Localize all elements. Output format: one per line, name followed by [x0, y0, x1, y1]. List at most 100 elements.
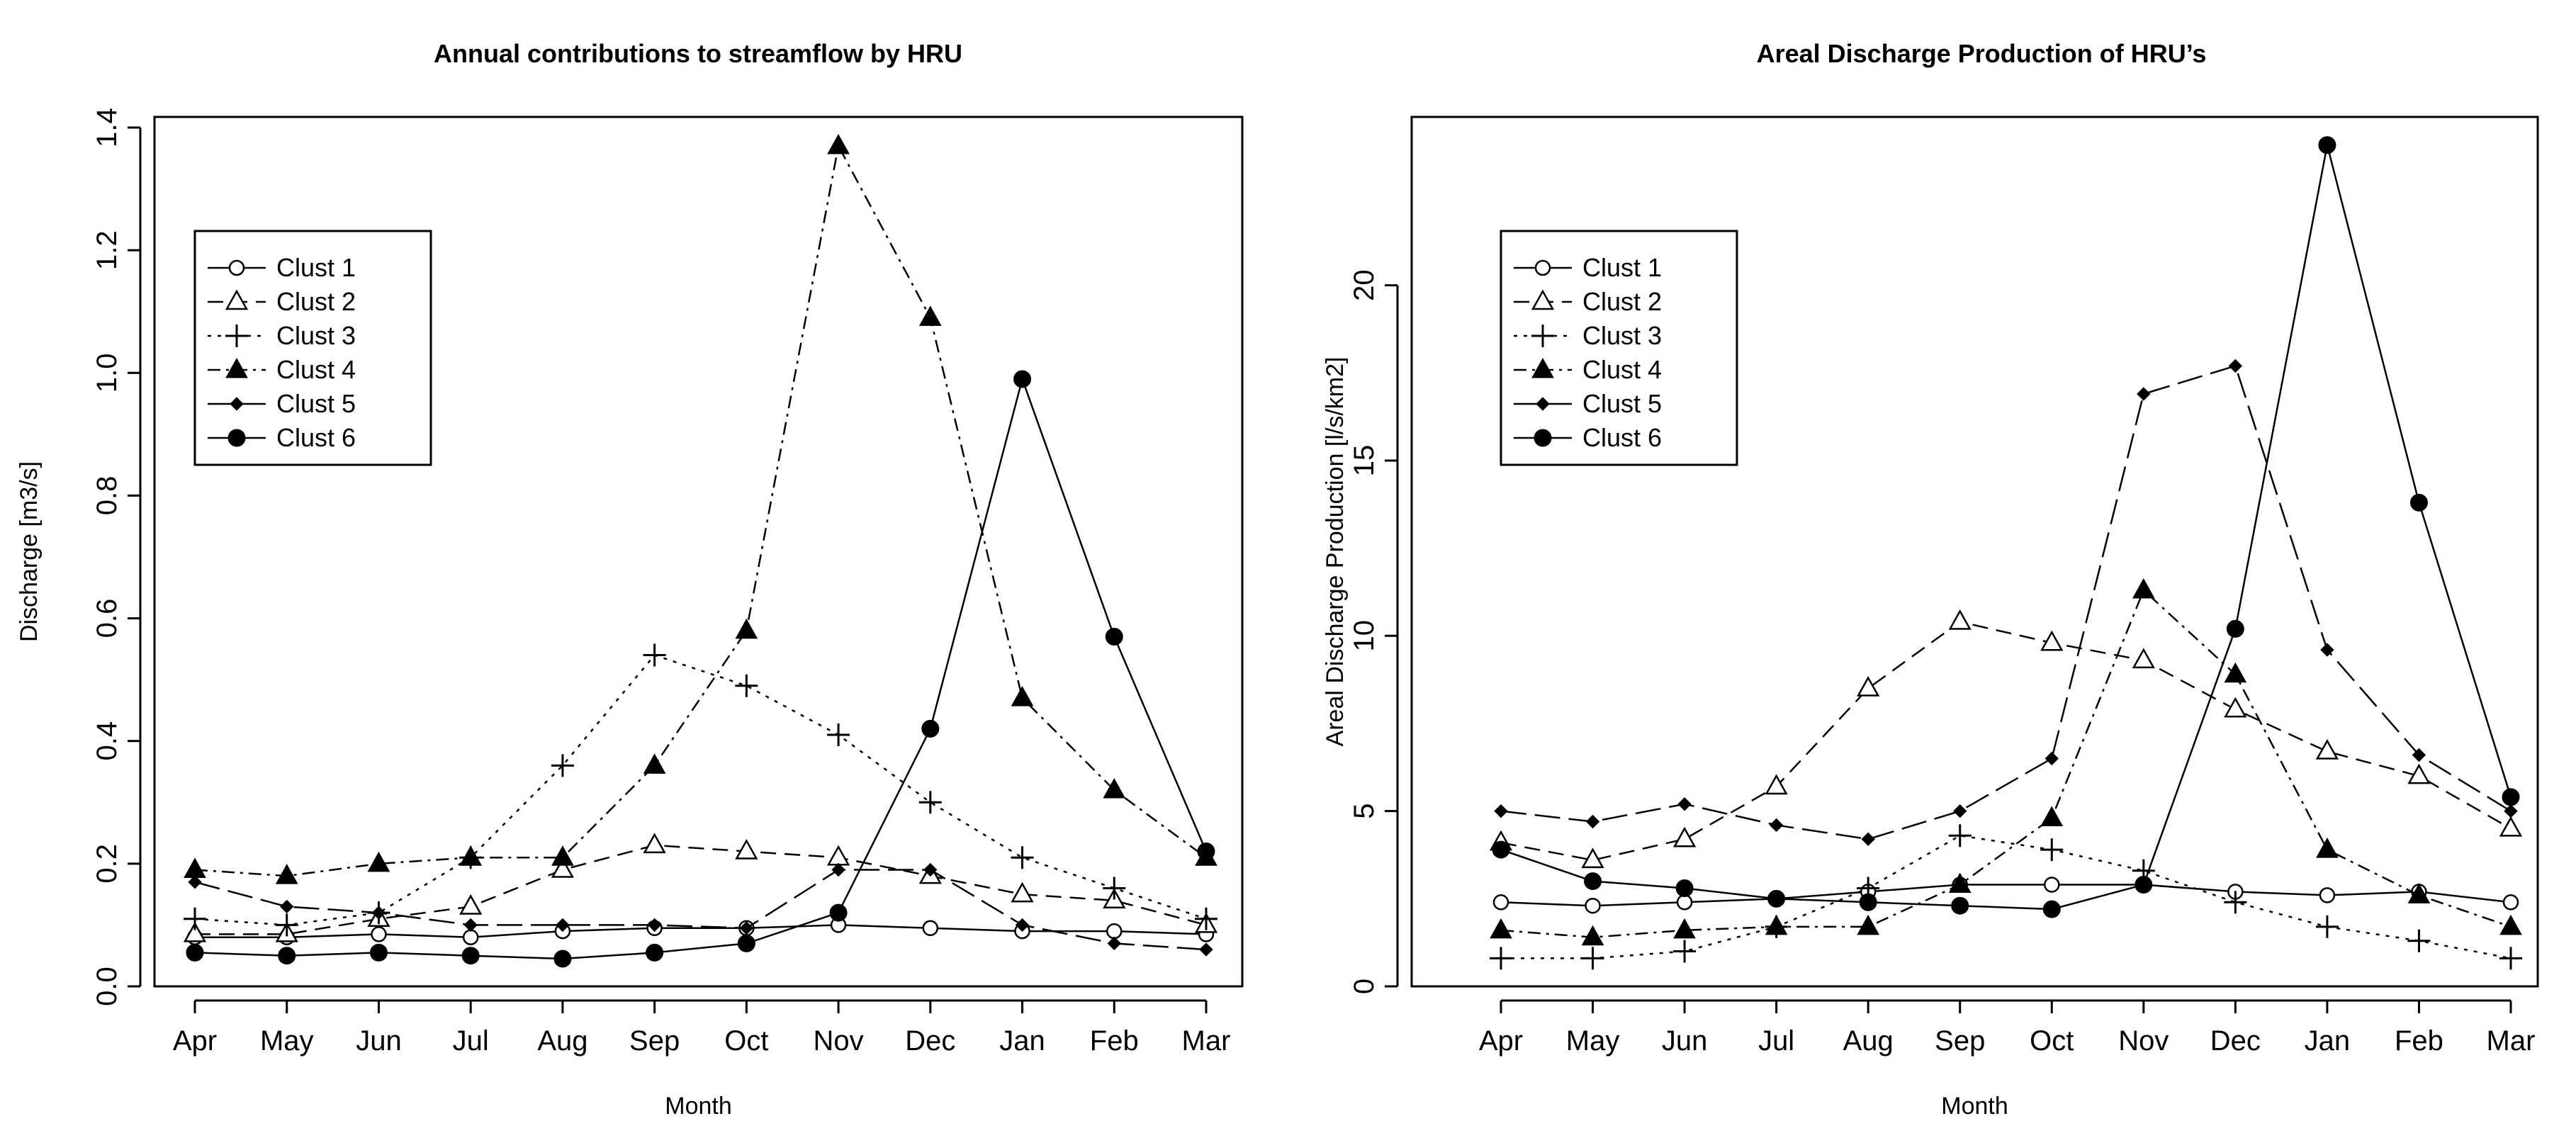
legend-marker	[1531, 357, 1554, 378]
data-point	[735, 618, 758, 639]
y-axis-title: Discharge [m3/s]	[16, 461, 43, 642]
data-point	[1011, 881, 1034, 903]
data-point	[1011, 846, 1034, 869]
y-tick-label: 0	[1349, 979, 1380, 994]
legend-label: Clust 4	[276, 355, 356, 384]
data-point	[2409, 493, 2428, 512]
data-point	[1011, 686, 1034, 706]
data-point	[2315, 738, 2339, 760]
data-point	[1584, 872, 1602, 891]
data-point	[1492, 894, 1509, 911]
series-line	[194, 869, 1207, 951]
data-point	[459, 845, 483, 866]
data-point	[371, 906, 386, 920]
data-point	[1106, 923, 1123, 940]
data-point	[461, 947, 480, 965]
data-point	[2137, 387, 2151, 401]
legend-marker	[228, 259, 245, 276]
legend-marker	[225, 289, 249, 310]
data-point	[2407, 883, 2431, 903]
data-point	[2499, 914, 2522, 935]
y-tick-label: 5	[1349, 804, 1380, 819]
data-point	[280, 899, 294, 914]
series-clust-1	[186, 917, 1215, 945]
y-tick-label: 0.0	[91, 967, 123, 1006]
data-point	[1948, 609, 1972, 630]
data-point	[1494, 804, 1508, 818]
legend-marker	[230, 397, 244, 411]
data-point	[463, 918, 478, 933]
x-tick-label: Feb	[1090, 1025, 1139, 1057]
data-point	[1769, 818, 1784, 833]
y-axis-title: Areal Discharge Production [l/s/km2]	[1322, 357, 1349, 747]
x-tick-label: Jul	[453, 1025, 489, 1057]
data-point	[2499, 816, 2523, 837]
y-tick-label: 15	[1349, 445, 1380, 477]
data-point	[643, 643, 666, 667]
data-point	[371, 926, 387, 942]
data-point	[918, 305, 942, 326]
data-point	[2045, 751, 2059, 766]
data-point	[2407, 763, 2431, 784]
data-point	[1581, 925, 1604, 946]
legend-marker	[227, 429, 246, 447]
data-point	[1103, 877, 1126, 900]
data-point	[1675, 879, 1694, 897]
series-clust-3	[184, 643, 1217, 937]
data-point	[1105, 628, 1123, 646]
data-point	[462, 929, 479, 945]
data-point	[1581, 947, 1604, 970]
legend: Clust 1 Clust 2 Clust 3 Clust 4 Clust 5 Clust…	[1500, 230, 1738, 466]
data-point	[278, 947, 296, 965]
x-tick-label: Oct	[724, 1025, 768, 1057]
series-line	[195, 924, 1207, 938]
data-point	[551, 754, 574, 777]
series-clust-3	[1490, 824, 2522, 970]
x-tick-label: Sep	[1935, 1025, 1985, 1057]
series-line	[1500, 588, 2512, 938]
legend-label: Clust 3	[1582, 321, 1662, 350]
x-tick-label: Jan	[2305, 1025, 2351, 1057]
x-tick-label: Jan	[999, 1025, 1045, 1057]
data-point	[2226, 619, 2244, 638]
data-point	[1107, 936, 1121, 951]
y-tick-label: 0.4	[91, 721, 123, 761]
data-point	[1676, 894, 1693, 911]
series-line	[1501, 834, 2512, 959]
legend-label: Clust 3	[276, 321, 356, 350]
data-point	[647, 918, 662, 933]
data-point	[739, 921, 754, 935]
series-line	[194, 654, 1207, 926]
x-tick-label: Nov	[2118, 1025, 2169, 1057]
series-clust-4	[184, 133, 1217, 884]
data-point	[459, 894, 483, 915]
data-point	[1199, 942, 1213, 957]
chart-title: Annual contributions to streamflow by HR…	[434, 39, 962, 68]
data-point	[2316, 838, 2339, 858]
data-point	[2499, 947, 2522, 970]
x-tick-label: May	[260, 1025, 314, 1057]
data-point	[1585, 814, 1600, 829]
series-clust-5	[188, 862, 1213, 957]
x-tick-label: May	[1566, 1025, 1620, 1057]
data-point	[1585, 897, 1601, 914]
data-point	[1948, 824, 1972, 847]
data-point	[2040, 806, 2064, 827]
legend-label: Clust 6	[1582, 423, 1662, 452]
data-point	[826, 845, 850, 866]
data-point	[2224, 891, 2247, 914]
legend-label: Clust 1	[276, 253, 356, 282]
data-point	[1951, 896, 1969, 915]
x-tick-label: Jun	[1662, 1025, 1708, 1057]
data-point	[188, 875, 202, 889]
legend-label: Clust 1	[1582, 253, 1662, 282]
x-tick-label: Dec	[905, 1025, 955, 1057]
legend-label: Clust 2	[1582, 287, 1662, 316]
chart-title: Areal Discharge Production of HRU’s	[1757, 39, 2207, 68]
series-clust-2	[183, 833, 1218, 942]
x-tick-label: Apr	[173, 1025, 217, 1057]
data-point	[2044, 877, 2060, 893]
legend-marker	[225, 325, 248, 347]
x-tick-label: Jun	[356, 1025, 402, 1057]
